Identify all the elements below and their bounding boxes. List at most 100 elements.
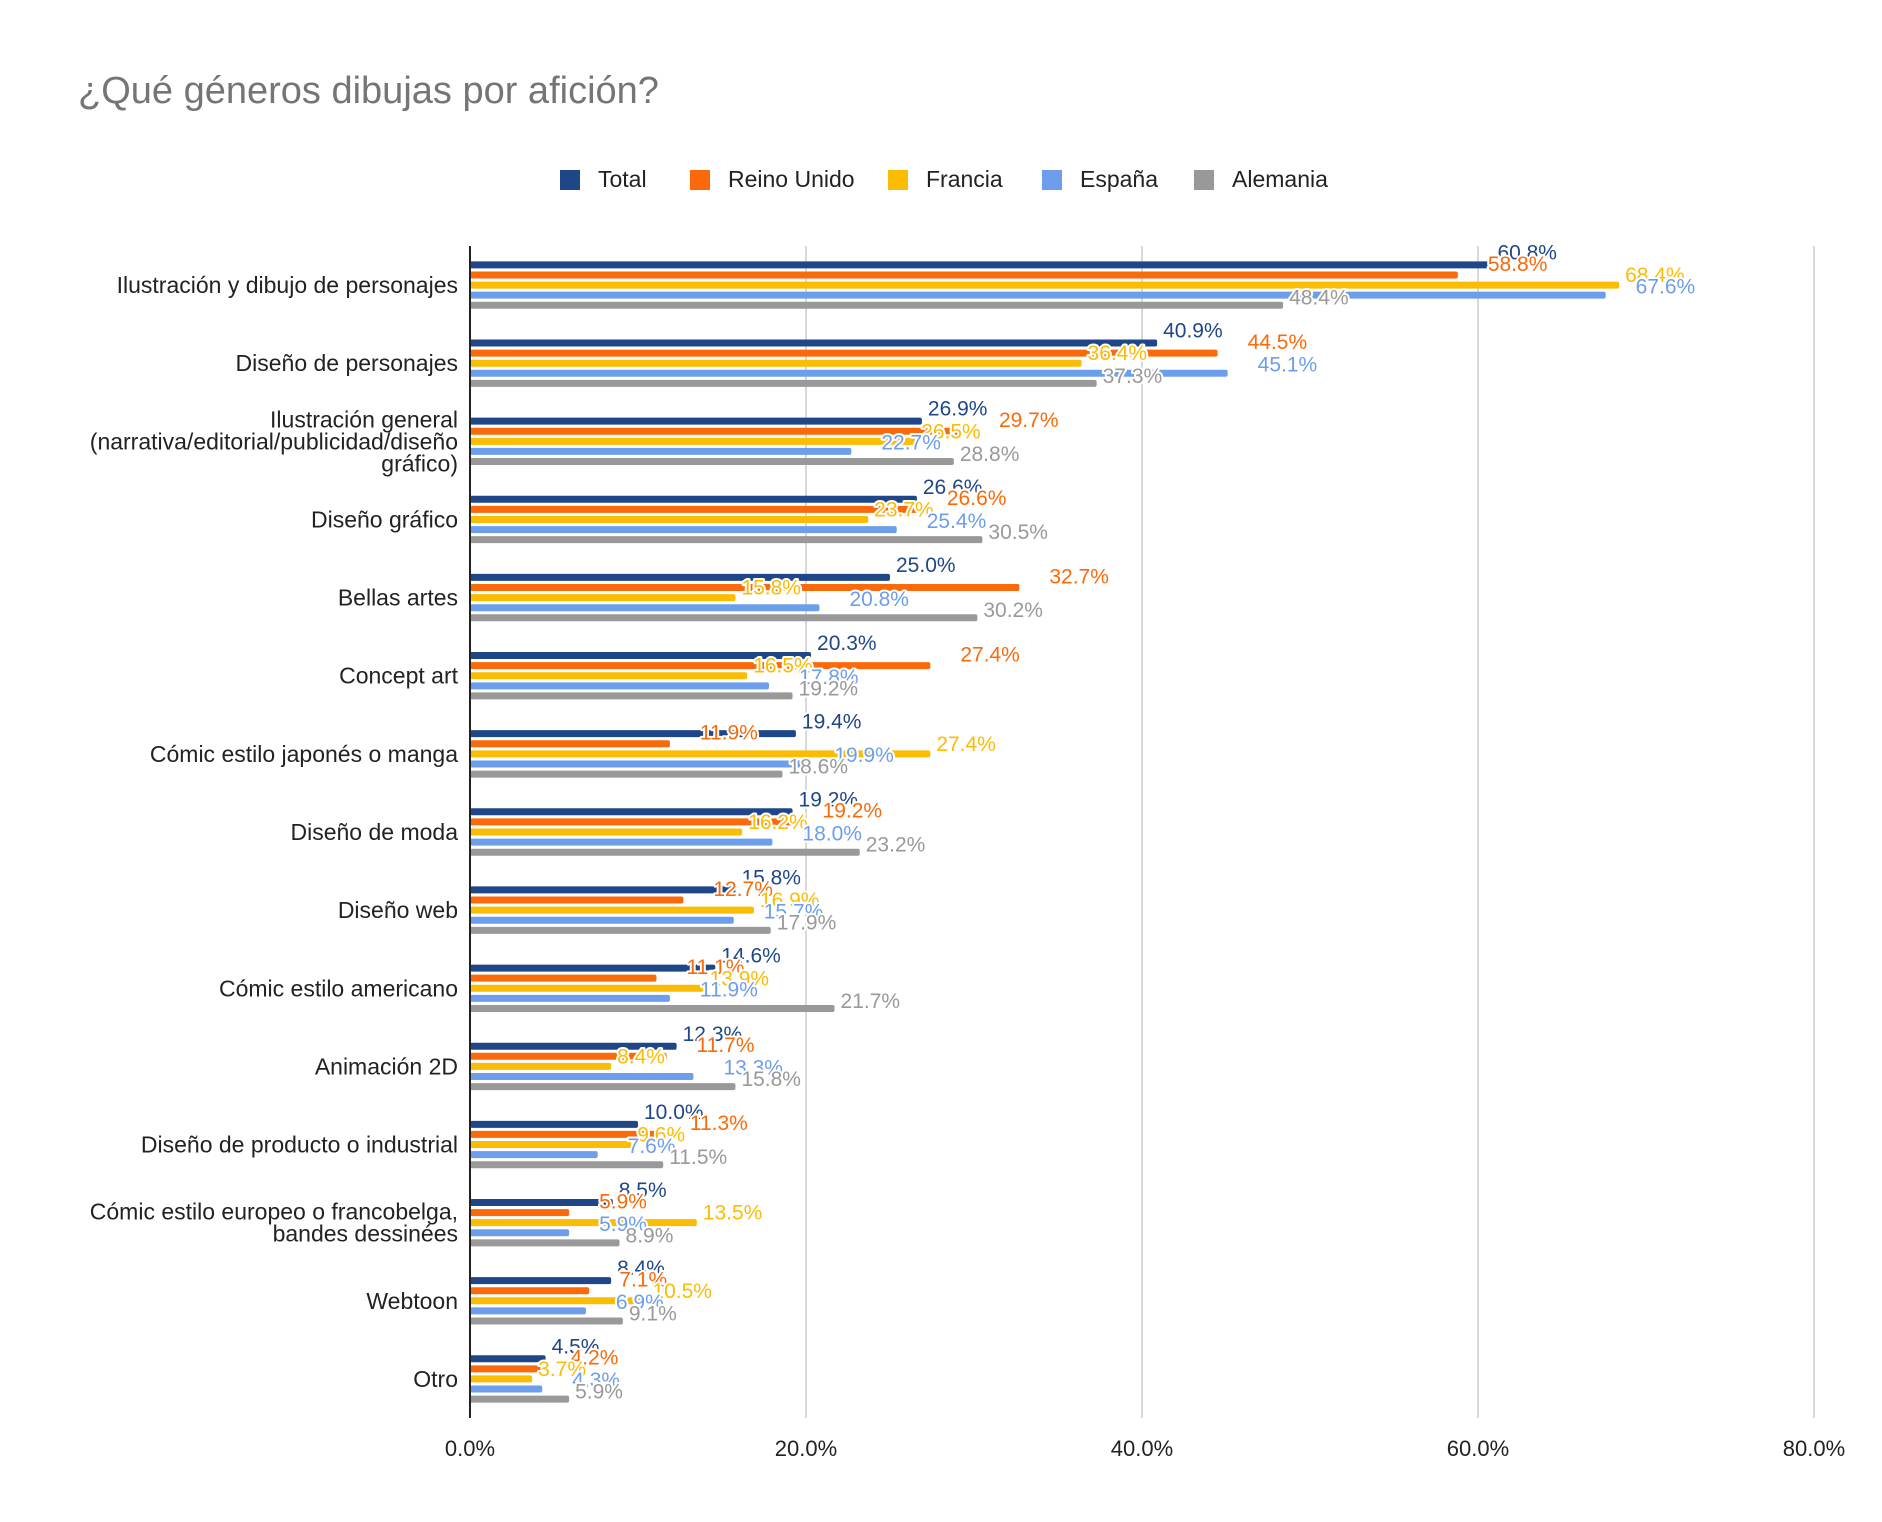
- bar-reino-unido: [470, 1287, 590, 1295]
- data-label: 16.2%: [748, 811, 808, 834]
- bar-reino-unido: [470, 427, 969, 435]
- legend-swatch: [1194, 170, 1214, 190]
- bar-total: [470, 1198, 613, 1206]
- bar-alemania: [470, 1395, 570, 1403]
- data-label: 14.6%: [721, 945, 781, 968]
- bar-españa: [470, 760, 805, 768]
- data-label: 11.7%: [697, 1034, 755, 1057]
- bar-reino-unido: [470, 1052, 667, 1060]
- data-label: 19.2%: [799, 677, 859, 700]
- bar-españa: [470, 994, 670, 1002]
- data-label: 3.7%: [538, 1358, 586, 1381]
- data-label: 22.7%: [881, 432, 941, 455]
- category-label: Bellas artes: [338, 585, 458, 611]
- bar-reino-unido: [470, 818, 793, 826]
- bar-francia: [470, 750, 931, 758]
- data-label: 20.8%: [849, 588, 909, 611]
- data-label: 18.0%: [802, 822, 862, 845]
- bar-francia: [470, 672, 748, 680]
- data-label: 8.9%: [626, 1224, 674, 1247]
- data-label: 27.4%: [936, 733, 996, 756]
- bar-francia: [470, 437, 916, 445]
- category-label: Diseño web: [338, 897, 458, 923]
- data-label: 37.3%: [1103, 365, 1163, 388]
- legend-swatch: [1042, 170, 1062, 190]
- x-tick-label: 80.0%: [1783, 1436, 1845, 1461]
- data-label: 29.7%: [999, 409, 1059, 432]
- category-label: Diseño de moda: [291, 819, 459, 845]
- data-label: 25.0%: [896, 554, 956, 577]
- data-label: 18.6%: [788, 755, 848, 778]
- data-label: 10.5%: [652, 1280, 712, 1303]
- data-label: 11.9%: [700, 722, 758, 745]
- data-label: 12.7%: [713, 878, 773, 901]
- bar-alemania: [470, 1317, 623, 1325]
- data-label: 15.8%: [741, 1068, 801, 1091]
- bar-alemania: [470, 1083, 736, 1091]
- data-label: 30.5%: [988, 521, 1048, 544]
- bar-reino-unido: [470, 740, 670, 748]
- category-label: Concept art: [339, 663, 459, 689]
- bar-españa: [470, 838, 773, 846]
- data-label: 15.8%: [741, 577, 801, 600]
- bar-total: [470, 964, 716, 972]
- data-label: 9.1%: [629, 1302, 677, 1325]
- data-label: 21.7%: [841, 990, 901, 1013]
- data-label: 45.1%: [1258, 354, 1318, 377]
- data-label: 13.3%: [723, 1057, 783, 1080]
- category-label: Webtoon: [366, 1288, 458, 1314]
- data-label: 13.5%: [703, 1202, 763, 1225]
- data-label: 5.9%: [599, 1213, 647, 1236]
- legend-swatch: [888, 170, 908, 190]
- x-tick-label: 60.0%: [1447, 1436, 1509, 1461]
- category-label: Ilustración general: [270, 406, 458, 432]
- bar-total: [470, 1120, 638, 1128]
- data-label: 30.2%: [983, 599, 1043, 622]
- data-label: 4.5%: [552, 1335, 600, 1358]
- bar-francia: [470, 1375, 533, 1383]
- bar-alemania: [470, 301, 1284, 309]
- data-label: 17.9%: [777, 912, 837, 935]
- bar-alemania: [470, 536, 983, 544]
- bar-total: [470, 1277, 612, 1285]
- bar-reino-unido: [470, 1365, 541, 1373]
- data-label: 23.2%: [866, 834, 926, 857]
- bar-francia: [470, 984, 704, 992]
- bar-francia: [470, 1062, 612, 1070]
- bar-francia: [470, 1297, 647, 1305]
- bar-francia: [470, 515, 869, 523]
- x-tick-label: 20.0%: [775, 1436, 837, 1461]
- legend-swatch: [690, 170, 710, 190]
- bar-total: [470, 1042, 677, 1050]
- bar-total: [470, 730, 796, 738]
- legend-label: Francia: [926, 166, 1003, 192]
- legend-label: Reino Unido: [728, 166, 855, 192]
- bar-francia: [470, 1141, 632, 1149]
- data-label: 23.7%: [874, 498, 934, 521]
- category-label: Animación 2D: [315, 1053, 458, 1079]
- data-label: 27.4%: [960, 643, 1020, 666]
- data-label: 8.4%: [617, 1257, 665, 1280]
- legend-label: Total: [598, 166, 647, 192]
- bar-alemania: [470, 770, 783, 778]
- data-label: 11.9%: [700, 979, 758, 1002]
- data-label: 26.9%: [928, 398, 988, 421]
- bar-total: [470, 1355, 546, 1363]
- data-label: 7.1%: [619, 1269, 667, 1292]
- bar-reino-unido: [470, 974, 657, 982]
- bar-españa: [470, 1073, 694, 1080]
- category-label: Diseño de producto o industrial: [141, 1132, 458, 1158]
- bar-total: [470, 417, 922, 425]
- category-label: (narrativa/editorial/publicidad/diseño: [90, 428, 458, 454]
- bar-españa: [470, 1385, 543, 1393]
- data-label: 16.5%: [753, 655, 813, 678]
- bar-españa: [470, 1307, 586, 1315]
- data-label: 19.2%: [799, 788, 859, 811]
- bar-total: [470, 652, 812, 660]
- bar-españa: [470, 369, 1228, 377]
- data-label: 15.8%: [741, 867, 801, 890]
- data-label: 7.6%: [628, 1135, 676, 1158]
- data-label: 17.8%: [799, 666, 859, 689]
- bar-reino-unido: [470, 896, 684, 904]
- bar-total: [470, 886, 736, 894]
